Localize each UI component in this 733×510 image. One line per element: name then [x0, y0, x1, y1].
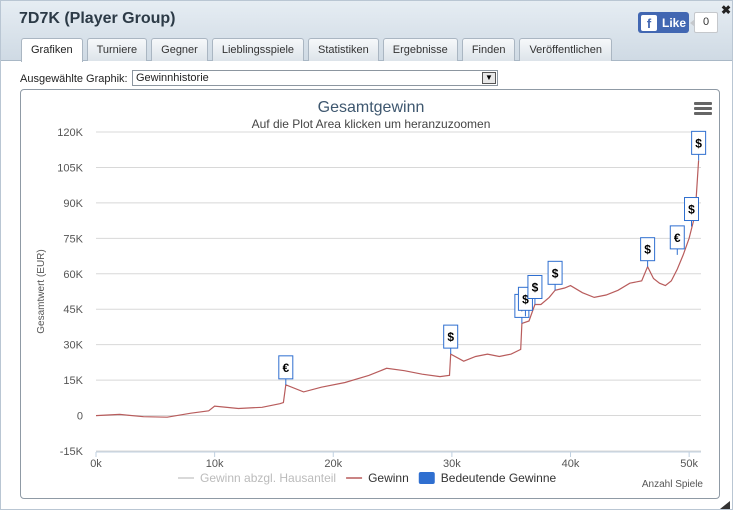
tab-turniere[interactable]: Turniere [86, 38, 148, 61]
x-tick-label: 10k [206, 458, 224, 470]
marker-label: $ [644, 243, 651, 257]
marker-flag [684, 197, 700, 222]
resize-grip-icon[interactable] [720, 501, 730, 509]
title-bar: 7D7K (Player Group) ✖ f Like 0 Grafiken … [1, 1, 732, 62]
x-tick-label: 20k [324, 458, 342, 470]
y-tick-label: 45K [63, 304, 83, 316]
y-tick-label: 0 [77, 411, 83, 423]
legend-item-label: Gewinn [368, 471, 409, 485]
y-tick-label: 105K [57, 162, 83, 174]
marker-label: $ [522, 292, 529, 306]
legend-box-swatch [418, 472, 435, 484]
marker-flag [547, 260, 563, 285]
facebook-icon: f [641, 14, 657, 31]
marker-label: € [282, 361, 289, 375]
marker-flag [691, 130, 707, 155]
marker-label: $ [447, 330, 454, 344]
y-tick-label: 120K [57, 127, 83, 139]
marker-flag [640, 237, 656, 262]
marker-label: $ [688, 203, 695, 217]
x-axis-label: Anzahl Spiele [642, 479, 704, 490]
graph-select-label: Ausgewählte Graphik: [20, 72, 128, 85]
x-tick-label: 40k [562, 458, 580, 470]
graph-select-value: Gewinnhistorie [136, 72, 209, 84]
tab-gegner[interactable]: Gegner [151, 38, 208, 61]
marker-label: $ [532, 280, 539, 294]
close-icon[interactable]: ✖ [721, 3, 732, 17]
graph-select-row: Ausgewählte Graphik: Gewinnhistorie ▼ [20, 70, 498, 87]
y-tick-label: 15K [63, 375, 83, 387]
chart-container[interactable]: Gesamtgewinn Auf die Plot Area klicken um… [20, 89, 720, 499]
chart-title: Gesamtgewinn [318, 99, 425, 116]
marker-flag [278, 355, 294, 380]
marker-flag [443, 324, 459, 349]
series-line-gewinn [95, 160, 700, 418]
like-count: 0 [690, 12, 718, 33]
y-tick-label: 90K [63, 198, 83, 210]
tab-statistiken[interactable]: Statistiken [308, 38, 379, 61]
tab-grafiken[interactable]: Grafiken [21, 38, 83, 62]
marker-label: $ [552, 266, 559, 280]
marker-flag [527, 274, 543, 299]
legend-item-label: Bedeutende Gewinne [441, 471, 557, 485]
tab-finden[interactable]: Finden [461, 38, 516, 61]
x-tick-label: 50k [680, 458, 698, 470]
marker-label: € [674, 231, 681, 245]
like-label: Like [662, 15, 687, 30]
tab-lieblingsspiele[interactable]: Lieblingsspiele [211, 38, 305, 61]
legend-item-label: Gewinn abzgl. Hausanteil [200, 471, 336, 485]
x-tick-label: 0k [90, 458, 102, 470]
window-title: 7D7K (Player Group) [19, 10, 176, 27]
marker-flag [669, 225, 685, 250]
y-tick-label: 30K [63, 340, 83, 352]
chevron-down-icon[interactable]: ▼ [482, 72, 496, 84]
tab-bar: Grafiken Turniere Gegner Lieblingsspiele… [21, 38, 613, 62]
y-tick-label: 75K [63, 233, 83, 245]
y-axis-label: Gesamtwert (EUR) [36, 249, 47, 333]
chart-subtitle: Auf die Plot Area klicken um heranzuzoom… [252, 117, 491, 131]
tab-veroeffentlichen[interactable]: Veröffentlichen [519, 38, 613, 61]
y-tick-label: 60K [63, 269, 83, 281]
facebook-like-button[interactable]: f Like [638, 12, 689, 33]
chart-menu-icon[interactable] [694, 102, 712, 116]
marker-label: $ [695, 136, 702, 150]
y-tick-label: -15K [60, 446, 84, 458]
tab-ergebnisse[interactable]: Ergebnisse [382, 38, 458, 61]
x-tick-label: 30k [443, 458, 461, 470]
graph-select-dropdown[interactable]: Gewinnhistorie ▼ [132, 70, 498, 86]
